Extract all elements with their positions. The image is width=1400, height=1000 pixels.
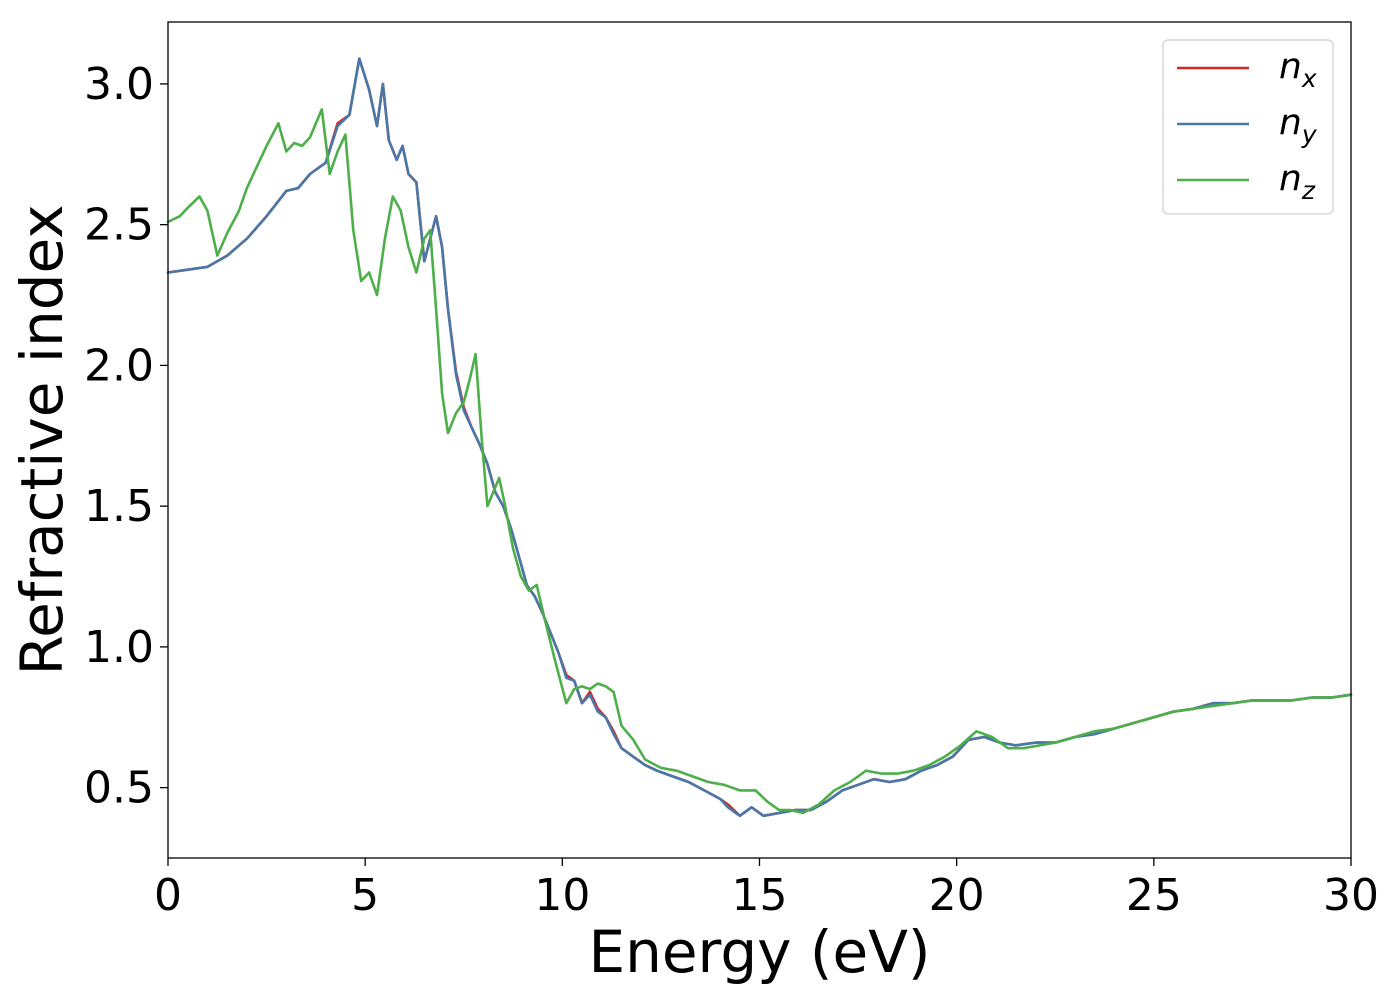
x-tick-label: 25 — [1126, 870, 1182, 921]
x-tick-label: 15 — [732, 870, 788, 921]
x-tick-label: 5 — [351, 870, 379, 921]
x-axis-title: Energy (eV) — [588, 918, 930, 986]
y-tick-label: 3.0 — [84, 59, 154, 110]
legend-box — [1162, 39, 1334, 215]
legend-label-x: nx — [1279, 46, 1317, 93]
y-axis-title: Refractive index — [8, 204, 76, 675]
y-axis: 0.5 1.0 1.5 2.0 2.5 3.0 — [84, 59, 168, 814]
legend-label-z: nz — [1279, 158, 1316, 205]
series-lines — [166, 57, 1353, 818]
x-tick-label: 20 — [929, 870, 985, 921]
x-tick-label: 30 — [1323, 870, 1379, 921]
legend-label-y: ny — [1279, 102, 1318, 149]
x-tick-label: 10 — [534, 870, 590, 921]
y-tick-label: 2.0 — [84, 340, 154, 391]
legend: nx ny nz — [1162, 39, 1334, 215]
y-tick-label: 1.0 — [84, 622, 154, 673]
series-line-nz — [166, 108, 1353, 815]
x-tick-label: 0 — [154, 870, 182, 921]
y-tick-label: 0.5 — [84, 763, 154, 814]
x-axis: 0 5 10 15 20 25 30 — [154, 858, 1379, 921]
y-tick-label: 2.5 — [84, 200, 154, 251]
y-tick-label: 1.5 — [84, 481, 154, 532]
